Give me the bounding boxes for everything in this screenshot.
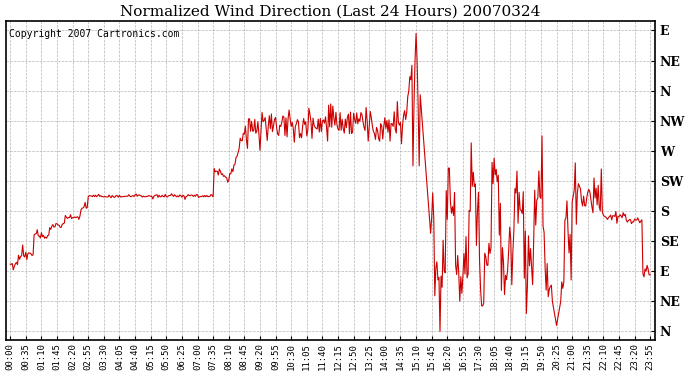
Title: Normalized Wind Direction (Last 24 Hours) 20070324: Normalized Wind Direction (Last 24 Hours… — [120, 5, 540, 19]
Text: Copyright 2007 Cartronics.com: Copyright 2007 Cartronics.com — [9, 29, 179, 39]
